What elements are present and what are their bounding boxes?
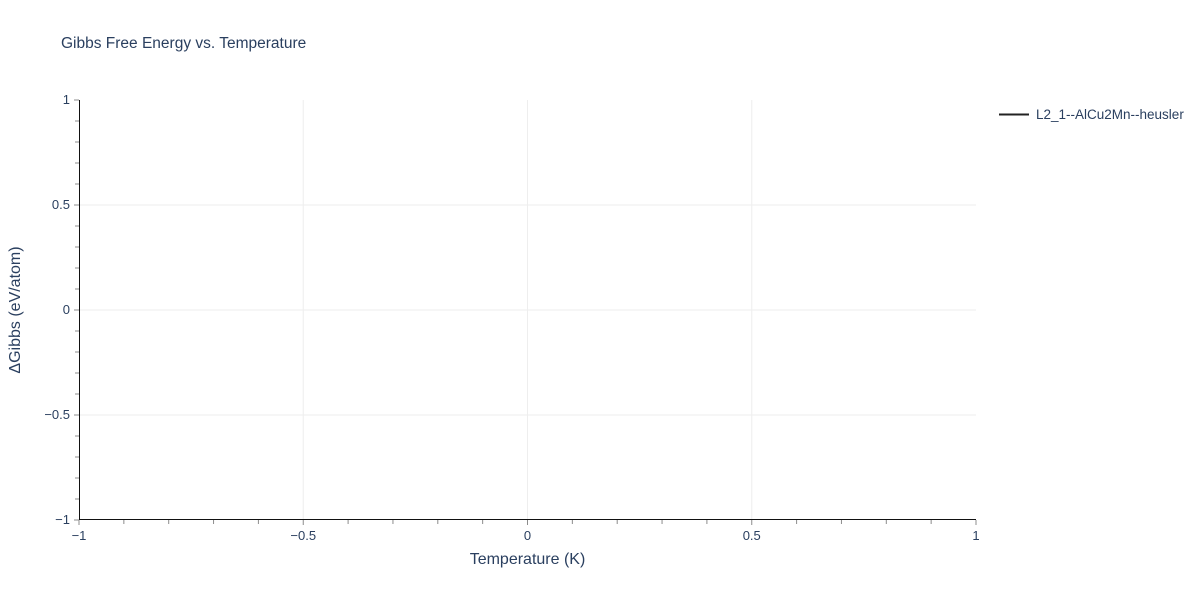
svg-text:1: 1 xyxy=(63,92,70,107)
svg-text:−0.5: −0.5 xyxy=(44,407,70,422)
svg-text:1: 1 xyxy=(972,528,979,543)
svg-text:0.5: 0.5 xyxy=(743,528,761,543)
svg-text:−1: −1 xyxy=(55,512,70,527)
svg-text:−1: −1 xyxy=(72,528,87,543)
svg-text:−0.5: −0.5 xyxy=(290,528,316,543)
svg-text:0.5: 0.5 xyxy=(52,197,70,212)
svg-text:L2_1--AlCu2Mn--heusler: L2_1--AlCu2Mn--heusler xyxy=(1036,107,1184,122)
svg-text:0: 0 xyxy=(524,528,531,543)
svg-text:0: 0 xyxy=(63,302,70,317)
